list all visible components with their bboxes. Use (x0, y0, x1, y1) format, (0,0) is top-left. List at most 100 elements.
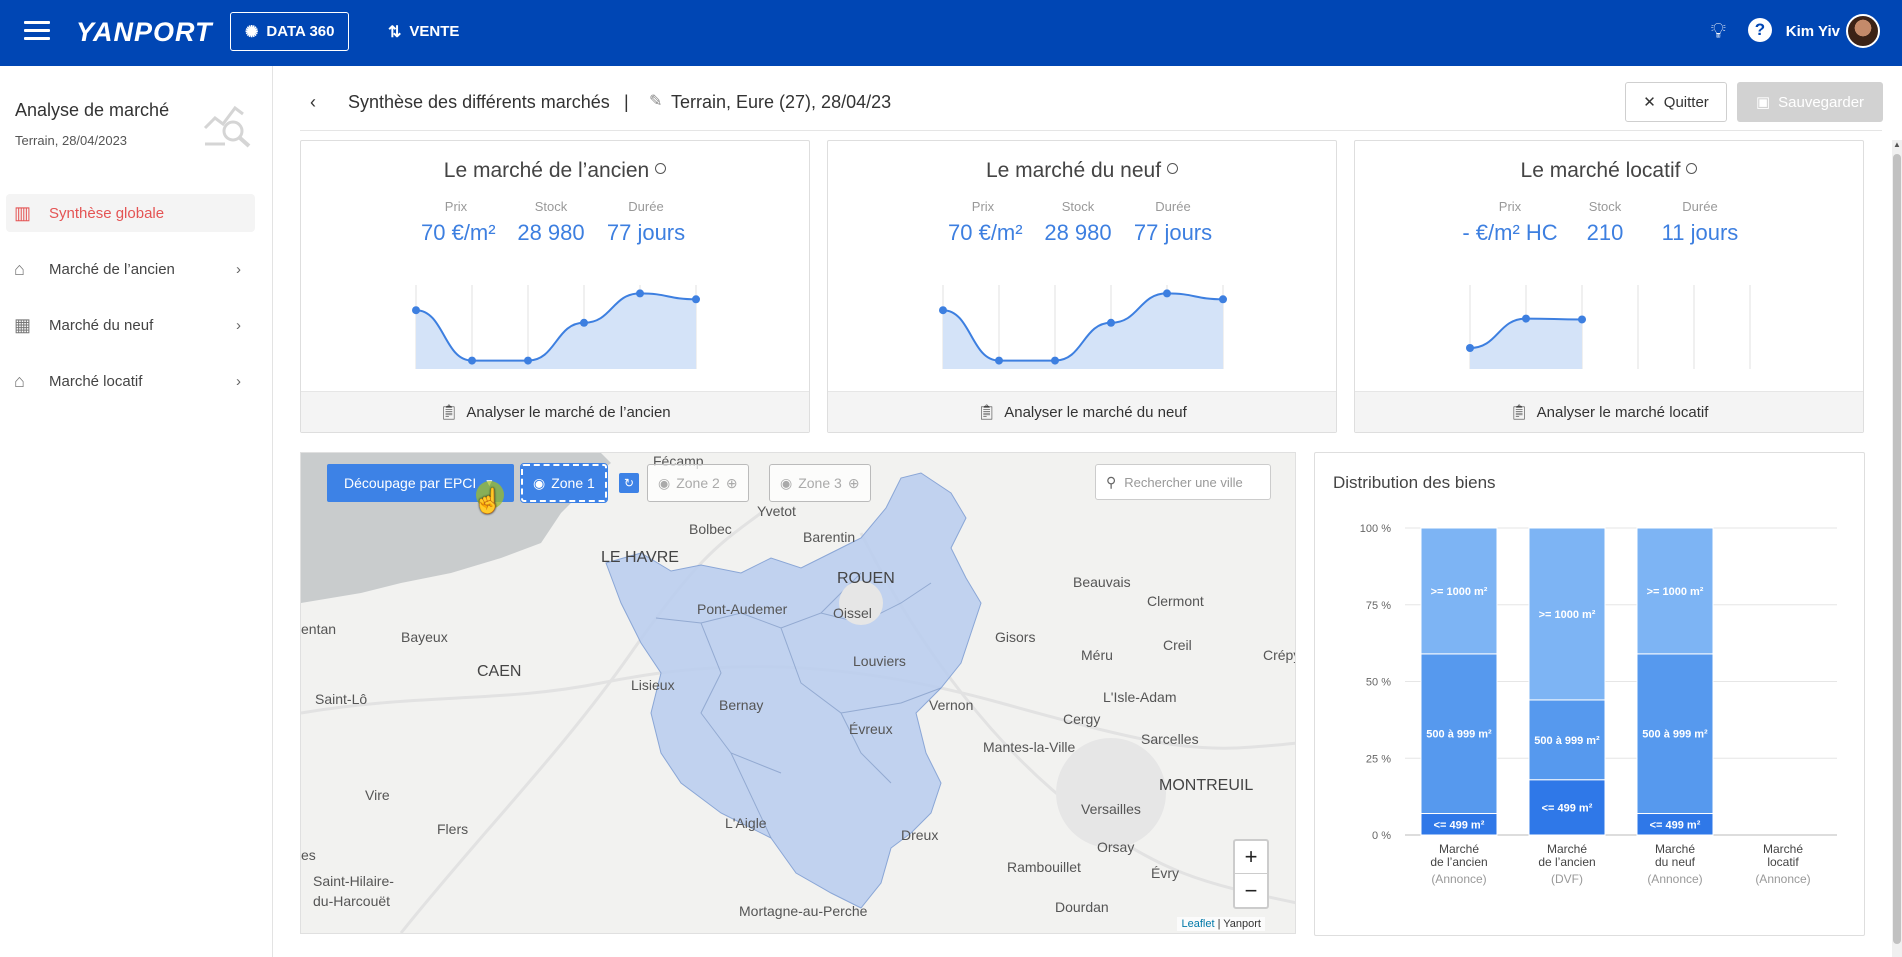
zone-pin-icon: ◉ (533, 474, 546, 491)
nav-data360-button[interactable]: ✺ DATA 360 (230, 12, 350, 51)
logo[interactable]: YANPORT (76, 17, 213, 47)
city-search[interactable]: ⚲ (1095, 464, 1271, 500)
distribution-chart: 100 % 75 % 50 % 25 % 0 % <= 499 m² 500 à 999 m… (1360, 523, 1837, 886)
scroll-thumb[interactable] (1893, 154, 1901, 944)
distribution-panel: Distribution des biens 100 % 75 % 50 % 25 %… (1314, 452, 1865, 936)
stat-label: Stock (1588, 199, 1622, 214)
trend-chart (939, 285, 1227, 369)
map-label-mortagne: Mortagne-au-Perche (739, 903, 868, 919)
cursor-highlight (476, 481, 504, 509)
add-circle-icon: ⊕ (847, 474, 860, 491)
map-label-creil: Creil (1163, 637, 1192, 653)
scroll-up-icon[interactable]: ▲ (1893, 140, 1901, 149)
zoom-in-button[interactable]: + (1235, 841, 1267, 874)
map-attribution: Leaflet | Yanport (1177, 917, 1265, 931)
lightbulb-icon[interactable]: 💡︎ (1710, 18, 1726, 43)
quit-button[interactable]: ✕ Quitter (1625, 82, 1727, 122)
stat-duree: Durée 77 jours (1133, 199, 1213, 246)
zone3-button[interactable]: ◉ Zone 3 ⊕ (769, 464, 871, 502)
refresh-icon[interactable]: ↻ (619, 473, 639, 493)
map-label-dourdan: Dourdan (1055, 899, 1109, 915)
sidebar-item-synthese[interactable]: ▥ Synthèse globale (6, 194, 255, 232)
menu-icon[interactable] (24, 21, 50, 45)
stat-prix: Prix 70 €/m² (421, 199, 496, 246)
analyse-locatif-button[interactable]: 📋︎ Analyser le marché locatif (1355, 391, 1863, 432)
trend-point (692, 295, 700, 304)
trend-point (1107, 318, 1115, 327)
sidebar-item-label: Marché de l’ancien (49, 260, 175, 278)
sidebar-item-locatif[interactable]: ⌂ Marché locatif › (6, 362, 255, 400)
user-name[interactable]: Kim Yiv (1785, 23, 1840, 40)
edit-icon[interactable]: ✎ (649, 93, 663, 110)
zone2-button[interactable]: ◉ Zone 2 ⊕ (647, 464, 749, 502)
stat-label: Prix (1498, 199, 1522, 214)
y-tick-label: 50 % (1366, 677, 1391, 689)
map-label-sarcelles: Sarcelles (1141, 731, 1199, 747)
x-tick-label: de l’ancien (1430, 855, 1487, 869)
map-label-dreux: Dreux (901, 827, 939, 843)
save-button[interactable]: ▣ Sauvegarder (1737, 82, 1883, 122)
city-search-input[interactable] (1124, 474, 1255, 490)
x-tick-label: (DVF) (1551, 872, 1583, 886)
save-label: Sauvegarder (1778, 93, 1865, 111)
zoom-control: + − (1233, 839, 1269, 909)
sidebar-item-neuf[interactable]: ▦ Marché du neuf › (6, 306, 255, 344)
card-footer-label: Analyser le marché du neuf (1004, 403, 1187, 421)
card-footer-label: Analyser le marché locatif (1536, 403, 1709, 421)
back-chevron-icon[interactable]: ‹ (310, 92, 316, 112)
sidebar-subtitle: Terrain, 28/04/2023 (15, 133, 128, 148)
map-label-vernon: Vernon (929, 697, 974, 713)
map-label-louviers: Louviers (853, 653, 906, 669)
stat-value: 28 980 (517, 220, 585, 245)
map-label-barentin: Barentin (803, 529, 856, 545)
map-label-montreuil: MONTREUIL (1159, 777, 1254, 794)
bar-label: >= 1000 m² (1539, 609, 1596, 621)
save-icon: ▣ (1755, 94, 1771, 111)
help-icon[interactable]: ? (1748, 18, 1772, 42)
stat-label: Prix (444, 199, 468, 214)
info-icon[interactable] (655, 162, 667, 174)
stat-value: 28 980 (1044, 220, 1112, 245)
trend-point (1219, 295, 1227, 304)
map-label-cergy: Cergy (1063, 711, 1101, 727)
page-scrollbar[interactable]: ▲ (1892, 140, 1902, 957)
chart-search-icon (203, 98, 253, 148)
stat-duree: Durée 77 jours (606, 199, 686, 246)
trend-point (524, 356, 532, 365)
trend-point (412, 306, 420, 315)
trend-point (636, 289, 644, 298)
trend-point (939, 306, 947, 315)
avatar[interactable] (1846, 14, 1880, 48)
map-label-clermont: Clermont (1147, 593, 1204, 609)
map-label-saint-lo: Saint-Lô (315, 691, 368, 707)
epci-button-label: Découpage par EPCI (344, 475, 477, 491)
map[interactable]: Fécamp Yvetot Bolbec Barentin LE HAVRE R… (300, 452, 1296, 934)
info-icon[interactable] (1686, 162, 1698, 174)
sidebar: Analyse de marché Terrain, 28/04/2023 ▥ … (0, 66, 273, 957)
zone1-button[interactable]: ◉ Zone 1 (520, 463, 608, 503)
map-label-lisle-adam: L'Isle-Adam (1103, 689, 1177, 705)
stat-value: 210 (1586, 220, 1624, 245)
map-label-evry: Évry (1151, 865, 1179, 881)
zoom-out-button[interactable]: − (1244, 877, 1258, 903)
card-title-text: Le marché du neuf (985, 159, 1162, 182)
x-tick-label: de l’ancien (1538, 855, 1595, 869)
hand-cursor-icon: ☝ (473, 488, 503, 515)
stat-label: Prix (971, 199, 995, 214)
y-tick-label: 0 % (1372, 830, 1391, 842)
market-card-ancien: Le marché de l’ancien Prix 70 €/m² Stock… (300, 140, 810, 433)
analyse-neuf-button[interactable]: 📋︎ Analyser le marché du neuf (828, 391, 1336, 432)
sidebar-item-ancien[interactable]: ⌂ Marché de l’ancien › (6, 250, 255, 288)
analyse-ancien-button[interactable]: 📋︎ Analyser le marché de l’ancien (301, 391, 809, 432)
map-label-entan: entan (301, 621, 337, 637)
zone-pin-icon: ◉ (658, 474, 671, 491)
map-label-laigle: L'Aigle (725, 815, 767, 831)
sidebar-title: Analyse de marché (15, 100, 170, 120)
info-icon[interactable] (1167, 162, 1179, 174)
nav-vente-button[interactable]: ⇅ VENTE (374, 12, 473, 51)
sidebar-item-label: Marché du neuf (49, 316, 154, 334)
leaflet-link[interactable]: Leaflet (1181, 918, 1215, 930)
page-title: Synthèse des différents marchés (348, 92, 610, 112)
trend-point (1051, 356, 1059, 365)
trend-chart (1466, 285, 1751, 369)
